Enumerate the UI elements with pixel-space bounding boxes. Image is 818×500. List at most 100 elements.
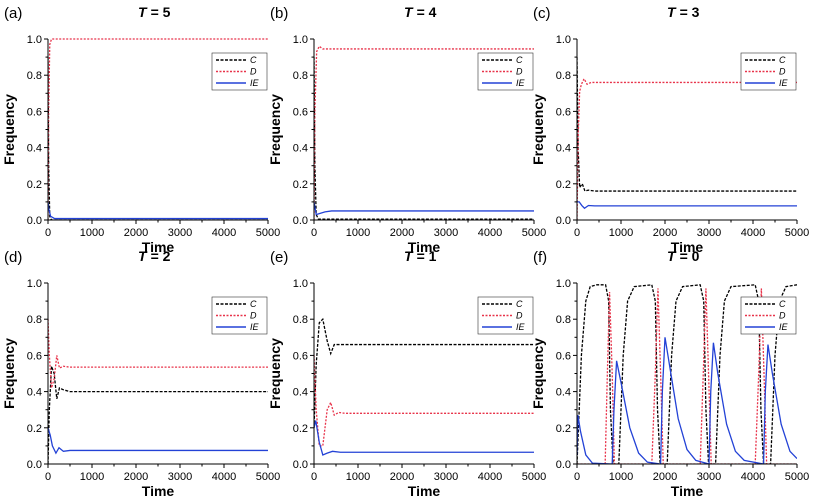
chart-title-variable: T	[404, 248, 414, 264]
x-tick-label: 5000	[785, 471, 809, 483]
x-tick-label: 1000	[609, 471, 633, 483]
y-tick-label: 0.8	[293, 70, 308, 82]
chart-title-variable: T	[138, 4, 148, 20]
y-tick-label: 0.2	[556, 423, 571, 435]
series-line-ie	[577, 201, 797, 210]
panel-label: (b)	[270, 5, 288, 22]
x-tick-label: 1000	[609, 227, 633, 239]
x-tick-label: 4000	[478, 227, 502, 239]
series-line-c	[577, 57, 797, 192]
x-tick-label: 3000	[168, 227, 192, 239]
y-tick-label: 0.8	[27, 314, 42, 326]
legend-label-ie: IE	[250, 322, 260, 332]
x-tick-label: 1000	[346, 471, 370, 483]
series-line-d	[48, 38, 268, 220]
x-tick-label: 3000	[434, 227, 458, 239]
series-line-ie	[48, 427, 268, 455]
y-tick-label: 0.4	[556, 143, 571, 155]
panel-label: (d)	[4, 249, 22, 266]
x-tick-label: 3000	[697, 227, 721, 239]
series-line-d	[314, 45, 534, 220]
y-tick-label: 0.6	[27, 350, 42, 362]
y-tick-label: 1.0	[293, 34, 308, 46]
legend-label-c: C	[779, 299, 786, 309]
y-axis-title: Frequency	[1, 94, 17, 165]
chart-panel-b: (b) T = 4 0 1000 2000 3000 4000 5000 0.0 0.2 0.4 0.6…	[267, 4, 546, 255]
chart-title-value: = 4	[417, 4, 437, 20]
chart-panel-a: (a) T = 5 0 1000 2000 3000 4000 5000 0.0 0.2 0.4 0.6…	[1, 4, 280, 255]
y-tick-label: 1.0	[27, 34, 42, 46]
y-tick-label: 1.0	[556, 278, 571, 290]
x-tick-label: 1000	[80, 227, 104, 239]
chart-title: T = 3	[667, 4, 700, 20]
x-tick-label: 5000	[785, 227, 809, 239]
series-line-ie	[577, 337, 797, 464]
chart-panel-d: (d) T = 2 0 1000 2000 3000 4000 5000 0.0 0.2 0.4 0.6…	[1, 248, 280, 499]
x-tick-label: 4000	[741, 471, 765, 483]
y-tick-label: 0.6	[293, 350, 308, 362]
y-tick-label: 1.0	[27, 278, 42, 290]
x-tick-label: 2000	[390, 227, 414, 239]
x-axis-title: Time	[408, 239, 441, 255]
x-axis-title: Time	[671, 483, 704, 499]
panel-label: (c)	[533, 5, 551, 22]
chart-title: T = 2	[138, 248, 171, 264]
legend-label-ie: IE	[779, 78, 789, 88]
legend-label-ie: IE	[779, 322, 789, 332]
series-line-ie	[314, 420, 534, 456]
chart-title-variable: T	[404, 4, 414, 20]
x-tick-label: 2000	[653, 227, 677, 239]
chart-panel-c: (c) T = 3 0 1000 2000 3000 4000 5000 0.0 0.2 0.4 0.6…	[530, 4, 809, 255]
y-tick-label: 0.0	[27, 215, 42, 227]
y-tick-label: 0.4	[293, 387, 308, 399]
legend-label-ie: IE	[516, 322, 526, 332]
series-line-d	[577, 77, 797, 220]
y-tick-label: 0.8	[556, 314, 571, 326]
x-tick-label: 4000	[478, 471, 502, 483]
series-line-d	[48, 319, 268, 389]
chart-title: T = 4	[404, 4, 437, 20]
x-tick-label: 4000	[212, 471, 236, 483]
legend-label-ie: IE	[516, 78, 526, 88]
legend-label-d: D	[779, 67, 786, 77]
y-tick-label: 0.4	[27, 143, 42, 155]
legend-label-d: D	[516, 67, 523, 77]
chart-title-value: = 3	[680, 4, 700, 20]
series-line-ie	[314, 201, 534, 216]
chart-title: T = 1	[404, 248, 437, 264]
x-tick-label: 1000	[346, 227, 370, 239]
panel-label: (f)	[533, 249, 547, 266]
x-tick-label: 2000	[653, 471, 677, 483]
x-tick-label: 2000	[124, 227, 148, 239]
series-line-c	[314, 57, 534, 220]
series-line-c	[314, 317, 534, 428]
y-axis-title: Frequency	[530, 338, 546, 409]
x-tick-label: 0	[45, 471, 51, 483]
x-tick-label: 2000	[124, 471, 148, 483]
y-tick-label: 0.2	[293, 179, 308, 191]
x-tick-label: 5000	[522, 227, 546, 239]
y-tick-label: 0.2	[293, 423, 308, 435]
chart-title-value: = 0	[680, 248, 700, 264]
x-tick-label: 4000	[741, 227, 765, 239]
x-tick-label: 2000	[390, 471, 414, 483]
legend-label-c: C	[779, 55, 786, 65]
y-tick-label: 0.6	[27, 106, 42, 118]
x-axis-title: Time	[408, 483, 441, 499]
x-tick-label: 5000	[256, 227, 280, 239]
chart-title-value: = 2	[151, 248, 171, 264]
legend-label-d: D	[516, 311, 523, 321]
x-tick-label: 3000	[168, 471, 192, 483]
chart-title-value: = 5	[151, 4, 171, 20]
legend-label-c: C	[516, 299, 523, 309]
y-axis-title: Frequency	[267, 338, 283, 409]
x-tick-label: 0	[45, 227, 51, 239]
series-line-d	[314, 355, 534, 447]
x-axis-title: Time	[671, 239, 704, 255]
y-axis-title: Frequency	[1, 338, 17, 409]
